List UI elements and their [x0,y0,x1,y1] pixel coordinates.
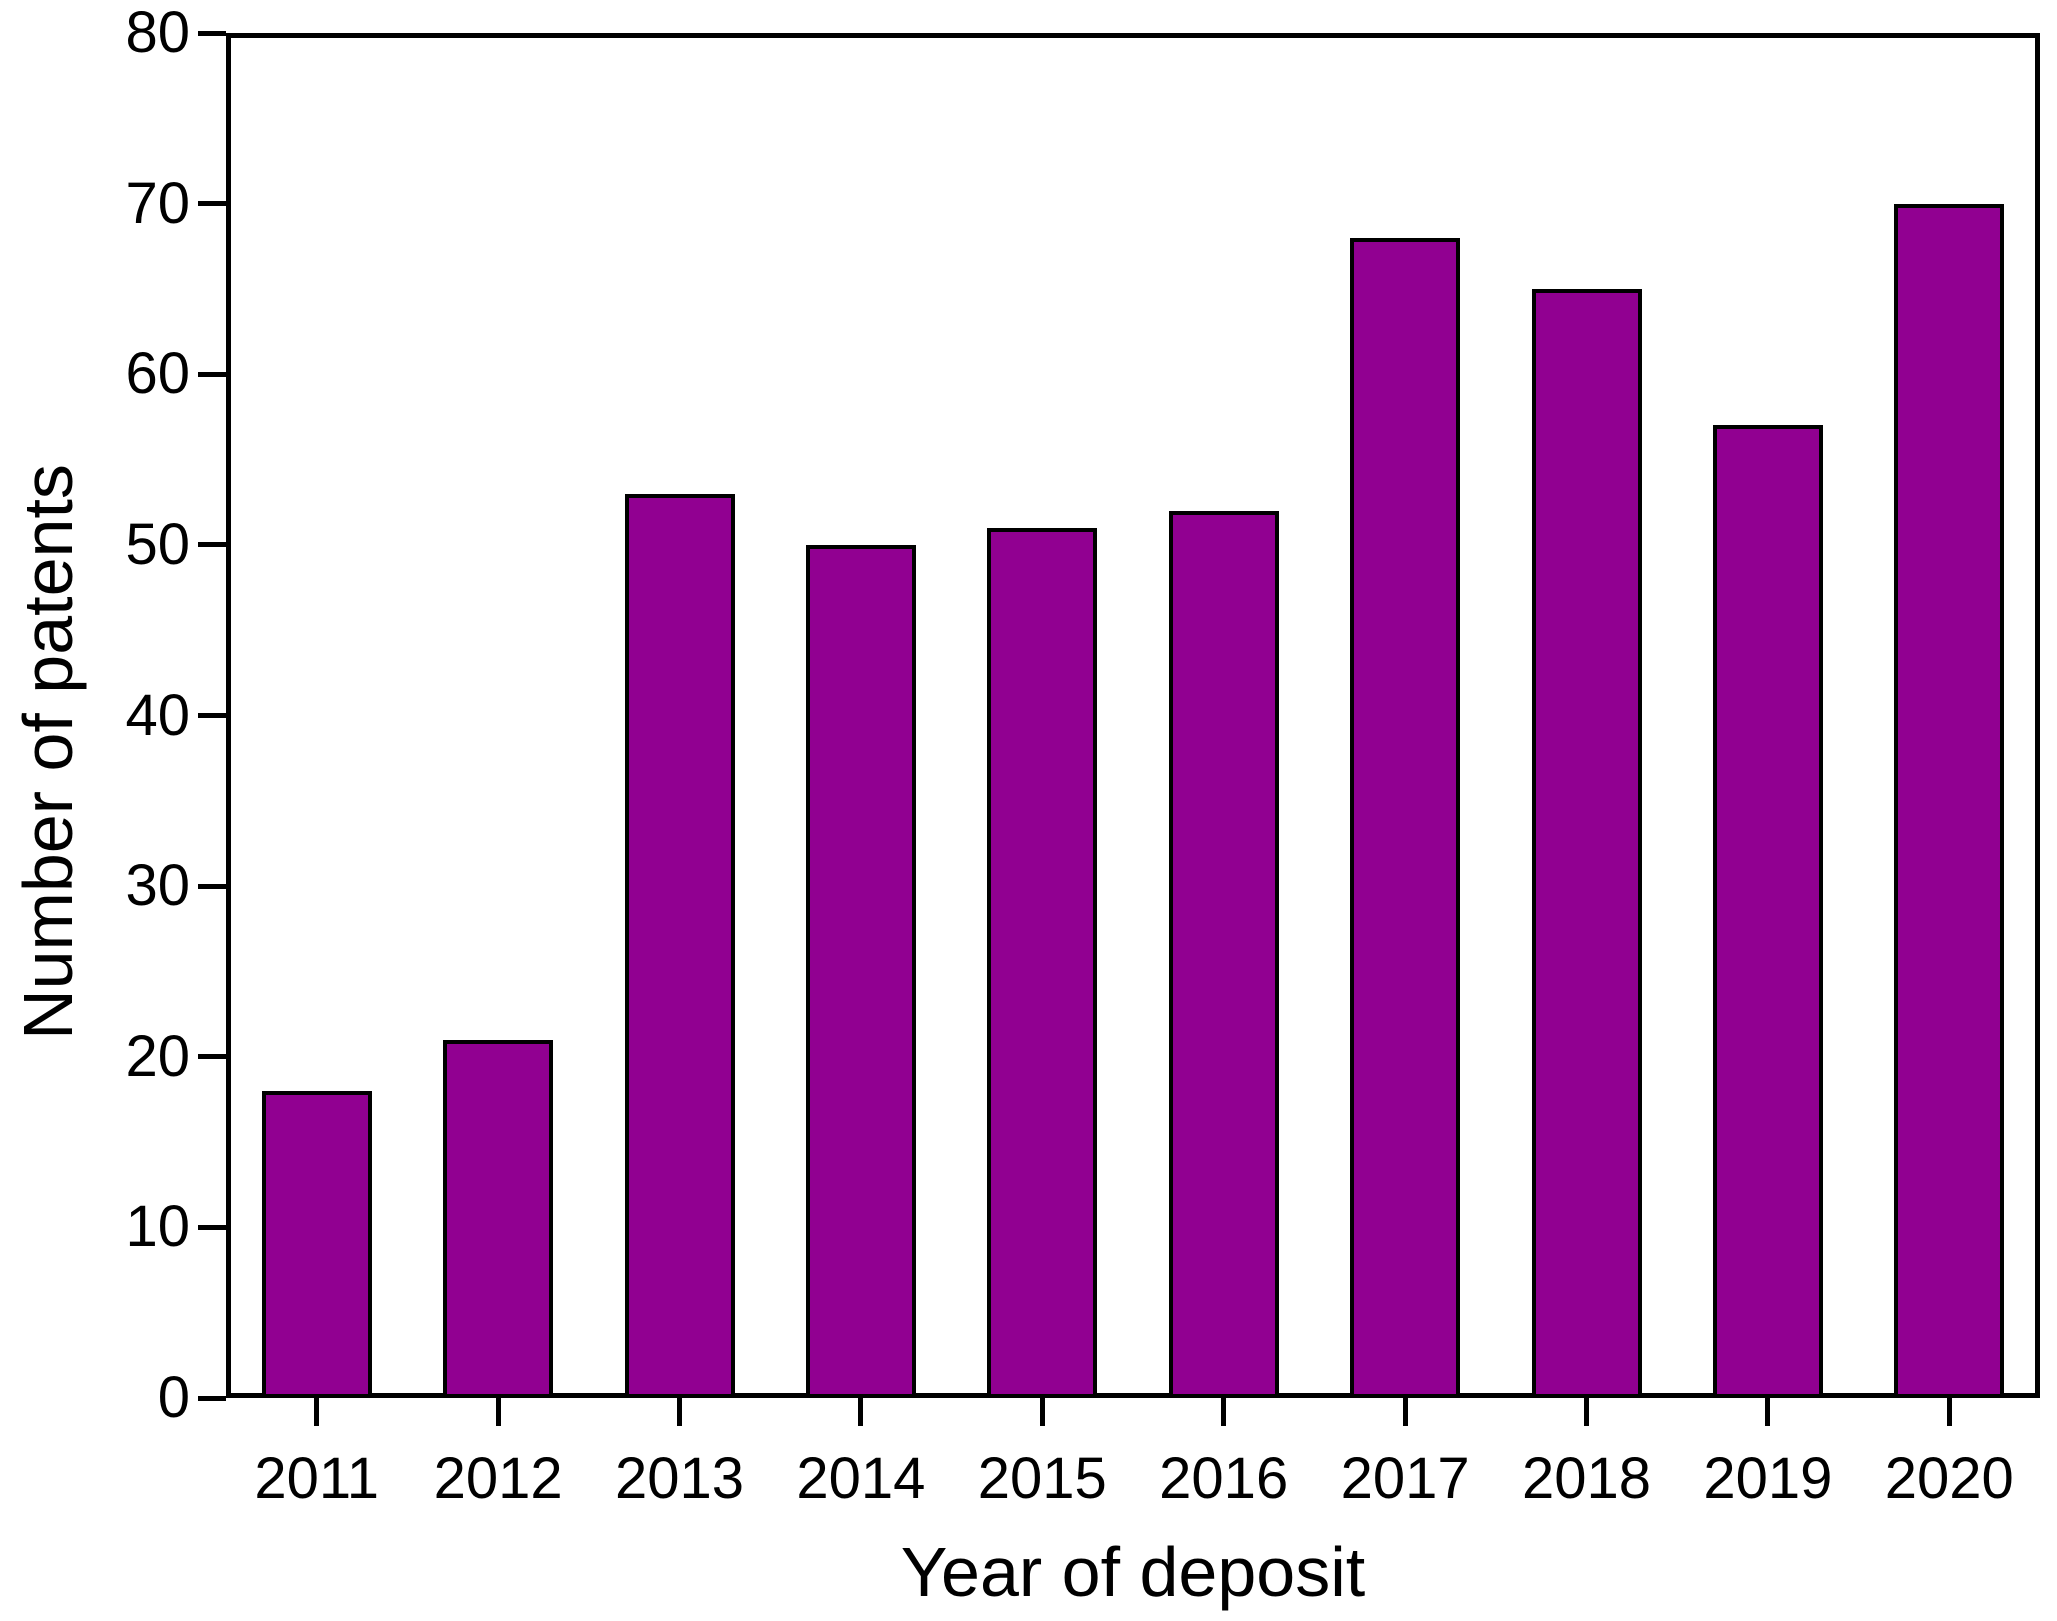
y-tick-label-30: 30 [125,853,190,919]
x-tick-mark-2017 [1402,1398,1408,1426]
y-tick-label-80: 80 [125,0,190,65]
bar-2015 [987,527,1098,1398]
x-tick-mark-2012 [495,1398,501,1426]
bar-2012 [443,1039,554,1398]
x-tick-label-2020: 2020 [1884,1446,2014,1511]
y-tick-mark-0 [198,1395,226,1401]
bar-2011 [261,1090,372,1398]
bar-2014 [805,544,916,1398]
x-tick-label-2016: 2016 [1159,1446,1289,1511]
bar-2017 [1350,237,1461,1398]
x-tick-label-2014: 2014 [796,1446,926,1511]
x-tick-mark-2015 [1039,1398,1045,1426]
y-tick-mark-50 [198,542,226,548]
y-tick-label-0: 0 [157,1365,190,1430]
y-tick-mark-20 [198,1054,226,1060]
bar-2018 [1531,288,1642,1398]
x-tick-label-2015: 2015 [977,1446,1107,1511]
y-tick-mark-30 [198,883,226,889]
y-tick-label-60: 60 [125,341,190,407]
bar-2020 [1894,203,2005,1398]
x-tick-mark-2020 [1946,1398,1952,1426]
bar-2016 [1168,510,1279,1398]
y-tick-label-70: 70 [125,170,190,236]
x-tick-mark-2016 [1221,1398,1227,1426]
y-tick-label-20: 20 [125,1023,190,1089]
y-tick-mark-70 [198,201,226,207]
x-tick-label-2013: 2013 [614,1446,745,1511]
x-tick-mark-2014 [858,1398,864,1426]
y-tick-mark-10 [198,1224,226,1230]
bar-2019 [1712,425,1823,1398]
x-tick-label-2018: 2018 [1521,1446,1652,1511]
y-tick-mark-80 [198,30,226,36]
y-tick-label-10: 10 [125,1194,190,1260]
x-tick-label-2017: 2017 [1340,1446,1470,1511]
y-tick-mark-40 [198,713,226,718]
x-tick-mark-2019 [1765,1398,1771,1426]
x-tick-label-2011: 2011 [254,1446,380,1511]
x-axis-title: Year of deposit [900,1533,1366,1611]
y-tick-label-40: 40 [125,682,190,748]
x-tick-mark-2013 [677,1398,682,1426]
x-tick-mark-2011 [314,1398,320,1426]
x-tick-mark-2018 [1584,1398,1589,1426]
x-tick-label-2019: 2019 [1703,1446,1833,1511]
bar-2013 [624,493,735,1398]
x-tick-label-2012: 2012 [433,1446,563,1511]
y-tick-label-50: 50 [125,511,190,577]
y-tick-mark-60 [198,371,226,377]
